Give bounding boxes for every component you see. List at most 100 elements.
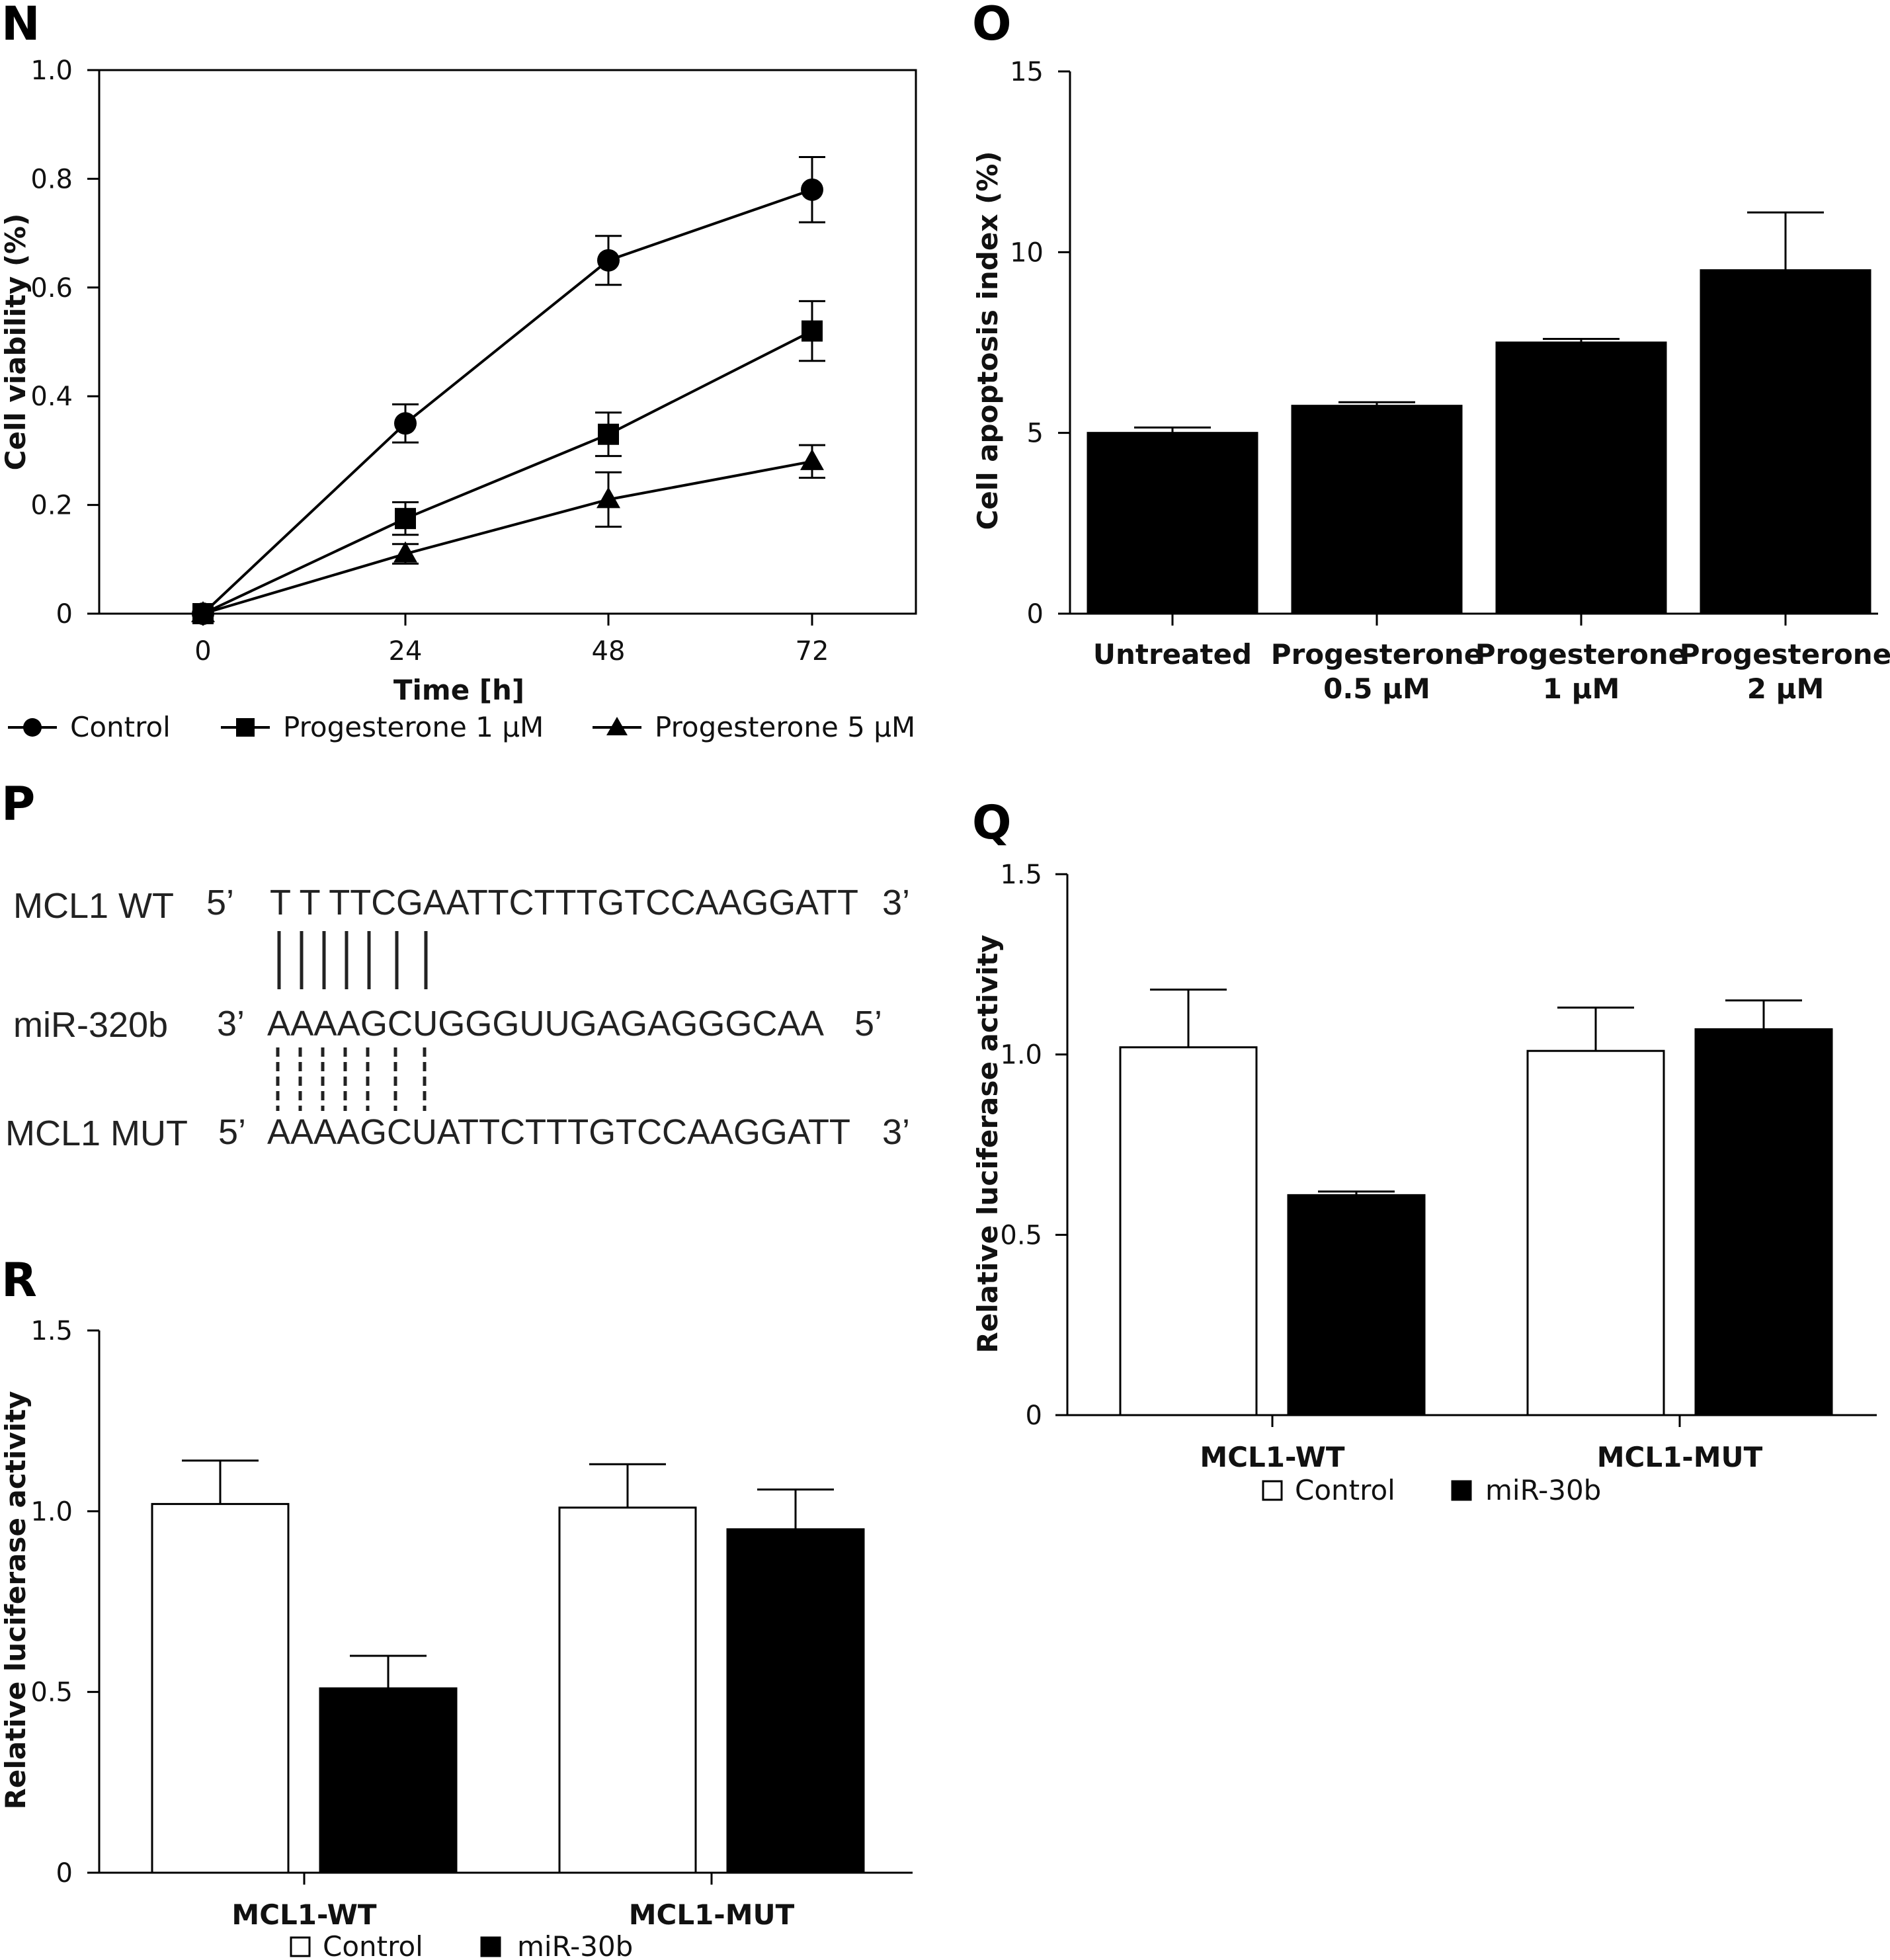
legend: Control Progesterone 1 μM Progesterone 5… — [8, 711, 915, 743]
y-tick-label: 1.0 — [30, 1496, 73, 1527]
panel-p-sequence-alignment: P MCL1 WT 5’ T T TTCGAATTCTTTGTCCAAGGATT… — [1, 777, 910, 1153]
sequence-end: 3’ — [882, 1112, 910, 1152]
bar — [1087, 432, 1258, 615]
y-tick-label: 1.0 — [30, 56, 73, 86]
x-category-label: MCL1-WT — [1200, 1441, 1344, 1473]
y-axis: 0 5 10 15 — [1010, 57, 1070, 630]
bar — [726, 1528, 865, 1874]
bar — [1694, 1028, 1833, 1416]
y-tick-label: 0.2 — [30, 491, 73, 521]
sequence-end: 5’ — [206, 883, 234, 922]
y-tick-label: 5 — [1027, 419, 1044, 449]
data-point-square — [598, 423, 619, 445]
x-tick-label: 0 — [194, 636, 211, 667]
panel-r-bar-chart: R 0 0.5 1.0 1.5 MCL1-WT MCL1-MUT Relative lu… — [0, 1253, 913, 1960]
bar — [1119, 1046, 1258, 1416]
data-point-square — [801, 320, 823, 342]
x-tick-label: 72 — [796, 636, 829, 667]
bar — [319, 1687, 458, 1874]
pairing-lines-wt — [277, 931, 428, 989]
sequence-label: MCL1 WT — [13, 886, 174, 926]
y-tick-label: 0.6 — [30, 273, 73, 304]
legend-marker-triangle — [606, 717, 628, 735]
bar — [1291, 405, 1463, 615]
series-line-triangle — [202, 460, 813, 615]
data-point-circle — [394, 412, 417, 435]
legend-label-control: Control — [323, 1930, 423, 1960]
data-point-square — [395, 508, 416, 530]
y-tick-label: 0.8 — [30, 164, 73, 194]
panel-n-line-chart: N 0 0.2 0.4 0.6 0.8 1.0 0 24 48 72 Cell viabilit… — [0, 0, 917, 743]
legend: Control miR-30b — [1262, 1474, 1601, 1506]
sequence-label: MCL1 MUT — [5, 1114, 188, 1153]
y-tick-label: 0 — [56, 599, 73, 630]
panel-q-bar-chart: Q 0 0.5 1.0 1.5 MCL1-WT MCL1-MUT Relative lu… — [971, 796, 1877, 1506]
y-axis-title: Cell viability (%) — [0, 214, 32, 471]
sequence-label: miR-320b — [13, 1005, 168, 1045]
legend-label-control: Control — [1295, 1474, 1395, 1506]
data-point-triangle — [393, 541, 417, 563]
legend-swatch-control — [290, 1936, 311, 1957]
legend-label-prog5: Progesterone 5 μM — [655, 711, 915, 743]
x-category-label: Progesterone — [1271, 638, 1483, 671]
data-point-circle — [597, 249, 620, 272]
data-point-triangle — [596, 487, 620, 509]
y-tick-label: 0 — [1026, 1401, 1042, 1431]
x-category-label: Progesterone — [1680, 638, 1890, 671]
plot-frame — [98, 69, 917, 615]
legend-swatch-control — [1262, 1480, 1283, 1501]
series-group — [191, 156, 825, 625]
y-tick-label: 0 — [56, 1858, 73, 1889]
bars: MCL1-WT MCL1-MUT — [151, 1459, 865, 1931]
y-axis-title: Relative luciferase activity — [0, 1391, 32, 1810]
bar — [1526, 1049, 1665, 1416]
y-tick-label: 0 — [1027, 599, 1044, 630]
x-category-label: MCL1-WT — [231, 1899, 376, 1931]
series-line-circle — [202, 188, 813, 615]
bar — [151, 1502, 290, 1874]
x-category-label: 2 μM — [1747, 673, 1825, 705]
y-tick-label: 0.5 — [1000, 1220, 1042, 1250]
y-axis: 0 0.2 0.4 0.6 0.8 1.0 — [30, 56, 99, 630]
sequence-mcl1-wt: T T TTCGAATTCTTTGTCCAAGGATT — [270, 883, 858, 922]
y-tick-label: 0.4 — [30, 382, 73, 412]
panel-letter-r: R — [1, 1253, 37, 1307]
sequence-end: 3’ — [882, 883, 910, 922]
legend-label-control: Control — [70, 711, 171, 743]
x-axis-title: Time [h] — [393, 674, 524, 706]
sequence-end: 3’ — [217, 1004, 245, 1043]
y-tick-label: 15 — [1010, 57, 1044, 87]
x-category-label: MCL1-MUT — [1597, 1441, 1763, 1473]
y-axis: 0 0.5 1.0 1.5 — [30, 1316, 99, 1889]
y-tick-label: 1.5 — [30, 1316, 73, 1346]
legend-swatch-mir-30b — [1451, 1480, 1472, 1501]
pairing-lines-mut — [276, 1047, 427, 1111]
legend-label-mir-30b: miR-30b — [517, 1930, 633, 1960]
sequence-end: 5’ — [854, 1004, 882, 1043]
legend-swatch-mir-30b — [480, 1936, 501, 1957]
x-category-label: 1 μM — [1543, 673, 1620, 705]
data-point-circle — [801, 178, 823, 201]
y-tick-label: 0.5 — [30, 1678, 73, 1708]
bar — [1287, 1194, 1426, 1416]
panel-letter-o: O — [972, 0, 1012, 51]
x-category-label: MCL1-MUT — [629, 1899, 795, 1931]
panel-letter-n: N — [1, 0, 40, 51]
x-tick-label: 48 — [592, 636, 626, 667]
y-axis-title: Relative luciferase activity — [971, 935, 1004, 1354]
bar — [1495, 341, 1667, 615]
bar — [1700, 269, 1871, 615]
legend-label-mir-30b: miR-30b — [1485, 1474, 1601, 1506]
y-tick-label: 1.0 — [1000, 1040, 1042, 1071]
x-category-label: Untreated — [1093, 638, 1252, 671]
sequence-mcl1-mut: AAAAGCUATTCTTTGTCCAAGGATT — [267, 1112, 850, 1152]
legend-marker-circle — [23, 718, 42, 737]
sequence-mir-320b: AAAAGCUGGGUUGAGAGGGCAA — [267, 1004, 824, 1043]
panel-letter-p: P — [1, 777, 35, 831]
legend-label-prog1: Progesterone 1 μM — [283, 711, 544, 743]
bars: MCL1-WT MCL1-MUT — [1119, 989, 1833, 1473]
y-axis: 0 0.5 1.0 1.5 — [1000, 860, 1067, 1431]
